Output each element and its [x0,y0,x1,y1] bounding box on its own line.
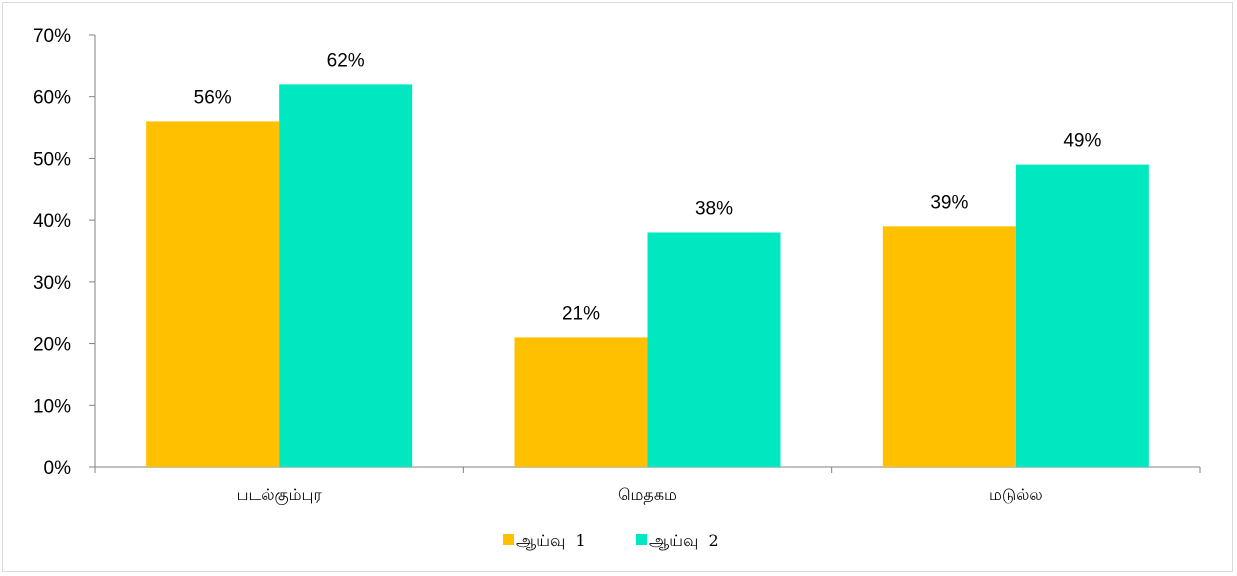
x-tick-label: மெதகம [618,485,677,504]
data-label: 21% [562,303,600,324]
bar [146,121,280,468]
y-tick-label: 40% [33,211,71,232]
y-tick-label: 30% [33,273,71,294]
legend-label: ஆய்வு 1 [516,531,586,550]
bar [514,337,648,467]
bar [1015,164,1149,467]
bar [279,84,413,467]
legend-swatch [503,534,514,545]
y-tick-label: 10% [33,396,71,417]
y-tick-label: 0% [44,458,72,479]
data-label: 62% [327,50,365,71]
bar [647,232,781,467]
data-label: 39% [930,192,968,213]
data-label: 56% [194,87,232,108]
data-labels: 56% 62% 21% 38% 39% 49% [194,50,1102,324]
data-label: 38% [695,198,733,219]
x-tick-label: மடுல்ல [989,485,1043,504]
legend-swatch [636,534,647,545]
bars [146,84,1149,468]
data-label: 49% [1063,131,1101,152]
legend-label: ஆய்வு 2 [649,531,719,550]
bar [882,226,1016,467]
legend: ஆய்வு 1 ஆய்வு 2 [503,531,719,550]
y-tick-label: 70% [33,26,71,47]
x-tick-label: படல்கும்புர [237,485,323,505]
y-tick-label: 60% [33,88,71,109]
y-tick-label: 50% [33,149,71,170]
y-tick-label: 20% [33,335,71,356]
